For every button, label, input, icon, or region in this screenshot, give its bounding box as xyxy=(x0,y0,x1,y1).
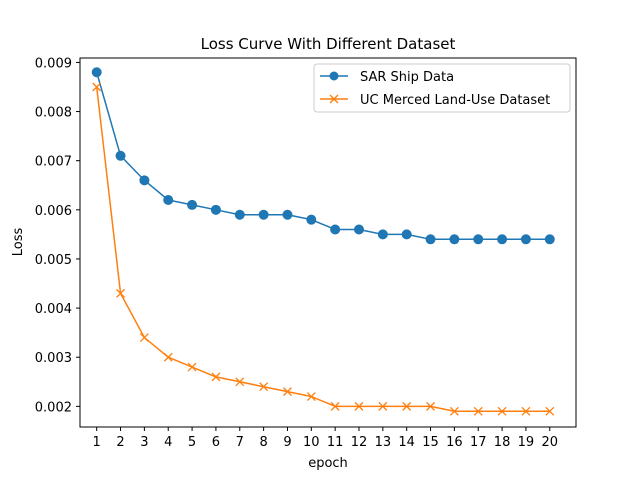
series-1-point-18 xyxy=(497,406,507,416)
x-tick-label-17: 17 xyxy=(470,435,487,450)
series-0-point-18 xyxy=(497,234,508,245)
y-tick-label-3: 0.005 xyxy=(35,253,72,268)
y-tick-label-6: 0.008 xyxy=(35,106,72,121)
series-0-point-7 xyxy=(234,209,245,220)
series-0-point-2 xyxy=(115,150,126,161)
series-1-point-17 xyxy=(473,406,483,416)
x-tick-label-20: 20 xyxy=(541,435,558,450)
legend: SAR Ship Data UC Merced Land-Use Dataset xyxy=(313,63,571,113)
series-0-point-10 xyxy=(306,214,317,225)
legend-marker-1 xyxy=(329,94,339,104)
x-tick-label-10: 10 xyxy=(303,435,320,450)
series-1-point-7 xyxy=(235,377,245,387)
series-1-point-16 xyxy=(449,406,459,416)
legend-marker-0 xyxy=(329,71,339,81)
y-axis: 0.002 0.003 0.004 0.005 0.006 0.007 0.008 0.009 xyxy=(35,56,80,415)
series-0-point-17 xyxy=(473,234,484,245)
x-tick-label-9: 9 xyxy=(283,435,291,450)
x-tick-label-13: 13 xyxy=(375,435,392,450)
x-tick-label-7: 7 xyxy=(236,435,244,450)
series-1-point-20 xyxy=(545,406,555,416)
series-1-point-10 xyxy=(306,392,316,401)
x-tick-label-11: 11 xyxy=(327,435,344,450)
series-0-point-14 xyxy=(401,229,412,240)
series-0-point-8 xyxy=(258,209,269,220)
plot-frame xyxy=(79,57,577,428)
x-tick-label-5: 5 xyxy=(188,435,196,450)
series-1-point-4 xyxy=(163,352,173,362)
series-line-1 xyxy=(95,86,550,413)
series-0-point-11 xyxy=(330,224,341,235)
series-0-point-20 xyxy=(544,234,555,245)
series-0-point-4 xyxy=(163,194,174,205)
series-0-point-16 xyxy=(449,234,460,245)
series-0-point-12 xyxy=(354,224,364,235)
series-0-point-6 xyxy=(210,204,221,215)
series-0-point-15 xyxy=(425,234,436,245)
series-0-point-13 xyxy=(377,229,388,240)
x-tick-label-16: 16 xyxy=(446,435,463,450)
x-tick-label-15: 15 xyxy=(422,435,439,450)
series-0-point-1 xyxy=(91,67,102,78)
y-tick-label-2: 0.004 xyxy=(35,302,72,317)
x-tick-label-1: 1 xyxy=(93,435,101,450)
series-1-point-11 xyxy=(330,401,340,411)
series-1-point-19 xyxy=(521,406,531,416)
x-tick-label-2: 2 xyxy=(116,435,124,450)
series-layer xyxy=(91,67,555,416)
x-tick-label-8: 8 xyxy=(259,435,267,450)
y-tick-label-4: 0.006 xyxy=(35,204,72,219)
series-0-point-5 xyxy=(187,199,198,210)
y-tick-label-7: 0.009 xyxy=(35,56,72,71)
y-tick-label-5: 0.007 xyxy=(35,155,72,170)
series-1-point-9 xyxy=(283,387,292,397)
y-axis-title: Loss xyxy=(11,228,26,257)
series-1-point-1 xyxy=(92,82,102,92)
series-1-point-13 xyxy=(378,401,388,411)
legend-box xyxy=(313,63,571,113)
x-tick-label-4: 4 xyxy=(164,435,172,450)
series-0-point-3 xyxy=(139,175,150,186)
x-tick-label-18: 18 xyxy=(494,435,511,450)
series-0-point-19 xyxy=(520,234,531,245)
y-tick-label-1: 0.003 xyxy=(35,351,72,366)
chart-title: Loss Curve With Different Dataset xyxy=(201,35,456,53)
x-tick-label-6: 6 xyxy=(212,435,220,450)
series-1-point-6 xyxy=(211,372,221,382)
series-1-point-5 xyxy=(187,362,197,372)
x-tick-label-19: 19 xyxy=(518,435,535,450)
series-1-point-14 xyxy=(402,401,412,411)
x-tick-label-3: 3 xyxy=(140,435,148,450)
y-tick-label-0: 0.002 xyxy=(35,400,72,415)
series-1-point-2 xyxy=(116,288,125,298)
series-0-point-9 xyxy=(282,209,293,220)
series-1-point-12 xyxy=(354,401,364,411)
series-1-point-3 xyxy=(139,333,149,343)
legend-label-1: UC Merced Land-Use Dataset xyxy=(360,93,550,108)
x-axis: 1 2 3 4 5 6 7 8 9 10 11 12 13 14 15 16 17 18 19 20 xyxy=(93,427,558,450)
plot-area xyxy=(80,58,576,427)
x-tick-label-14: 14 xyxy=(398,435,415,450)
x-tick-label-12: 12 xyxy=(351,435,368,450)
series-1-point-15 xyxy=(426,401,435,411)
series-1-point-8 xyxy=(259,382,269,392)
legend-label-0: SAR Ship Data xyxy=(360,70,454,85)
x-axis-title: epoch xyxy=(308,456,348,471)
